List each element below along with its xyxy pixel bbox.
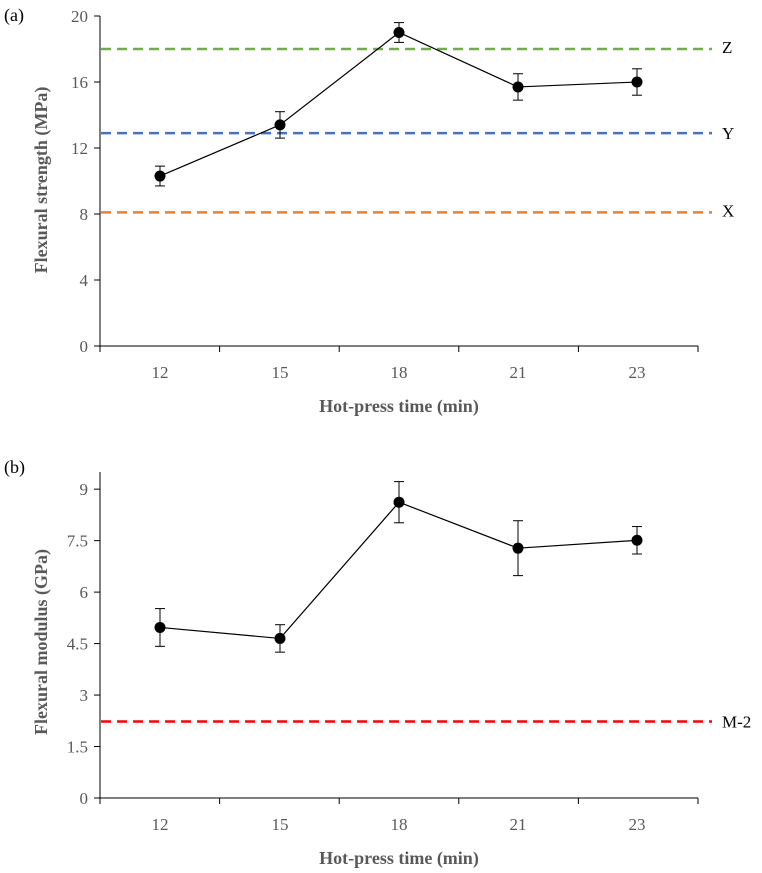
x-tick-label: 21 [510, 363, 527, 382]
reference-line-label: Y [722, 124, 734, 143]
x-tick-label: 21 [510, 815, 527, 834]
x-tick-label: 23 [629, 815, 646, 834]
series [154, 481, 643, 653]
reference-line-label: X [722, 201, 734, 220]
y-tick-label: 20 [71, 7, 88, 26]
y-tick-label: 12 [71, 139, 88, 158]
y-tick-label: 4.5 [67, 635, 88, 654]
data-point [393, 27, 405, 38]
axes [99, 16, 698, 347]
data-point [631, 534, 643, 546]
reference-lines: M-2 [101, 712, 751, 731]
data-point [631, 76, 643, 88]
panel-label: (b) [4, 457, 25, 478]
y-axis-title: Flexural strength (MPa) [31, 87, 52, 274]
ticks: 0 4 8 12 16 20 12 15 18 21 23 [71, 7, 699, 382]
y-tick-label: 0 [80, 337, 89, 356]
x-tick-label: 12 [152, 815, 169, 834]
y-tick-label: 4 [80, 271, 89, 290]
y-tick-label: 16 [71, 73, 88, 92]
x-tick-label: 18 [391, 815, 408, 834]
y-tick-label: 8 [80, 205, 89, 224]
y-tick-label: 3 [80, 686, 89, 705]
data-point [512, 81, 524, 93]
y-tick-label: 6 [80, 583, 89, 602]
data-point [274, 119, 286, 131]
x-axis-title: Hot-press time (min) [319, 396, 479, 417]
data-point [154, 170, 166, 182]
series [154, 22, 643, 187]
axes [99, 472, 698, 799]
x-tick-label: 15 [272, 815, 289, 834]
x-tick-label: 18 [391, 363, 408, 382]
y-tick-label: 7.5 [67, 532, 88, 551]
y-tick-label: 0 [80, 789, 89, 808]
reference-lines: Z Y X [101, 38, 734, 220]
data-point [512, 542, 524, 554]
data-point [154, 621, 166, 633]
reference-line-label: Z [722, 38, 732, 57]
x-axis-title: Hot-press time (min) [319, 848, 479, 869]
series-line [159, 31, 638, 177]
panel-a: (a) Flexural strength (MPa) Hot-press ti… [4, 5, 734, 417]
y-axis-title: Flexural modulus (GPa) [31, 549, 52, 735]
reference-line-label: M-2 [722, 712, 751, 731]
y-tick-label: 9 [80, 480, 89, 499]
panel-b: (b) Flexural modulus (GPa) Hot-press tim… [4, 457, 751, 869]
y-tick-label: 1.5 [67, 738, 88, 757]
x-tick-label: 12 [152, 363, 169, 382]
ticks: 0 1.5 3 4.5 6 7.5 9 12 15 18 21 23 [67, 480, 699, 834]
data-point [393, 496, 405, 508]
x-tick-label: 15 [272, 363, 289, 382]
panel-label: (a) [4, 5, 24, 26]
data-point [274, 632, 286, 644]
x-tick-label: 23 [629, 363, 646, 382]
